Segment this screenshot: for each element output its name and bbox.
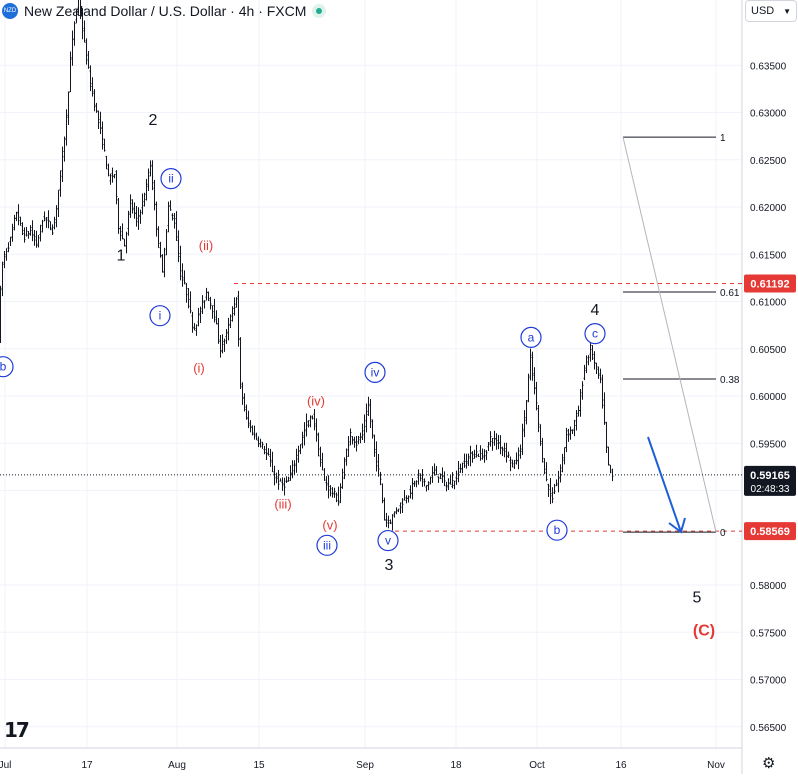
chevron-down-icon: ▼ [783,6,791,16]
fib-lower-price-badge: 0.58569 [750,526,790,538]
fib-level-label: 0 [720,528,726,539]
wave-label: b [554,523,561,537]
wave-label-circle [377,529,399,552]
currency-selector[interactable]: USD ▼ [745,0,797,22]
wave-label: (iii) [274,497,291,512]
y-tick-label: 0.62000 [750,203,787,214]
x-tick-label: Oct [529,760,545,771]
market-status-icon[interactable] [312,4,327,18]
wave-label: (ii) [199,238,213,253]
x-tick-label: 16 [615,760,627,771]
fib-level-label: 0.38 [720,375,740,386]
y-tick-label: 0.63500 [750,61,787,72]
y-tick-label: 0.60000 [750,392,787,403]
currency-label: USD [751,5,775,17]
fib-upper-price-badge-bg [744,274,796,293]
x-tick-label: 18 [450,760,462,771]
fib-level-label: 0.61 [720,288,740,299]
wave-label-circle [149,305,171,327]
y-tick-label: 0.61000 [750,298,787,309]
symbol-title[interactable]: New Zealand Dollar / U.S. Dollar · 4h · … [24,3,307,19]
wave-label: 3 [385,557,394,574]
x-tick-label: Sep [356,760,374,771]
wave-label: 5 [693,589,702,606]
wave-label-circle [584,323,606,345]
wave-label: ii [168,172,173,186]
wave-label: i [159,309,162,323]
symbol-logo-icon: NZD [2,3,18,19]
wave-label: (iv) [307,394,325,409]
projection-arrow-line [647,436,682,533]
y-tick-label: 0.59500 [750,439,787,450]
x-tick-label: Aug [168,760,186,771]
wave-label-circle [546,519,568,541]
wave-label-circle [520,326,542,349]
countdown-label: 02:48:33 [751,484,790,495]
wave-label: v [385,534,391,548]
x-tick-label: Nov [707,760,725,771]
fib-lower-price-badge-bg [744,522,796,541]
current-price-badge: 0.59165 [750,470,790,482]
y-tick-label: 0.63000 [750,109,787,120]
wave-label: c [592,327,598,341]
wave-label: 4 [591,302,600,319]
chart-header: NZD New Zealand Dollar / U.S. Dollar · 4… [0,0,327,22]
wave-label: (i) [193,361,205,376]
y-tick-label: 0.57500 [750,628,787,639]
x-tick-label: 17 [81,760,93,771]
wave-label: (C) [693,622,715,639]
wave-label: 2 [149,112,158,129]
wave-label-circle [0,356,14,378]
y-tick-label: 0.58000 [750,581,787,592]
fib-upper-price-badge: 0.61192 [750,279,789,291]
tradingview-logo-icon[interactable]: 17 [4,718,30,742]
x-tick-label: 15 [253,760,265,771]
wave-label: (v) [322,518,337,533]
wave-label: iii [323,538,331,552]
fib-level-label: 1 [720,133,726,144]
current-price-badge-bg [744,465,796,496]
y-tick-label: 0.57000 [750,676,787,687]
y-tick-label: 0.60500 [750,345,787,356]
wave-label-circle [160,168,182,190]
wave-label: a [528,330,535,344]
fib-diagonal-line [622,136,717,533]
y-tick-label: 0.61500 [750,250,787,261]
y-tick-label: 0.56500 [750,723,787,734]
y-tick-label: 0.62500 [750,156,787,167]
wave-label-circle [364,361,386,383]
x-tick-label: Jul [0,760,11,771]
projection-arrowhead [668,517,686,534]
wave-label: 1 [117,247,126,264]
wave-label: b [0,360,7,374]
wave-label: iv [371,365,380,379]
wave-label-circle [316,534,338,556]
settings-gear-icon[interactable]: ⚙ [762,755,776,772]
